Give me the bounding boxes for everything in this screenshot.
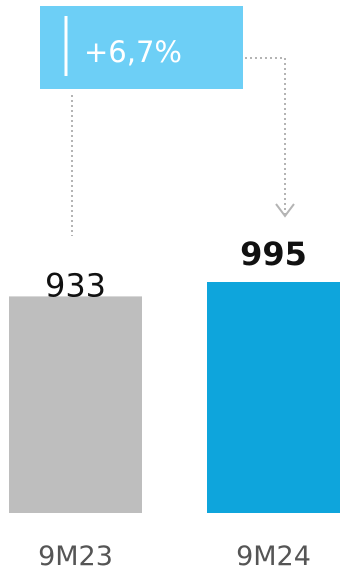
connector-9m24 <box>245 57 286 214</box>
bar-9m23 <box>9 296 142 513</box>
growth-badge <box>40 6 243 89</box>
bar-9m24 <box>207 282 340 513</box>
data-label-9m24: 995 <box>240 235 307 273</box>
data-label-9m23: 933 <box>45 266 106 304</box>
arrow-down-icon <box>275 203 295 218</box>
tick-label-9m23: 9M23 <box>38 541 113 570</box>
tick-label-9m24: 9M24 <box>236 541 311 570</box>
growth-badge-label: +6,7% <box>84 35 182 69</box>
